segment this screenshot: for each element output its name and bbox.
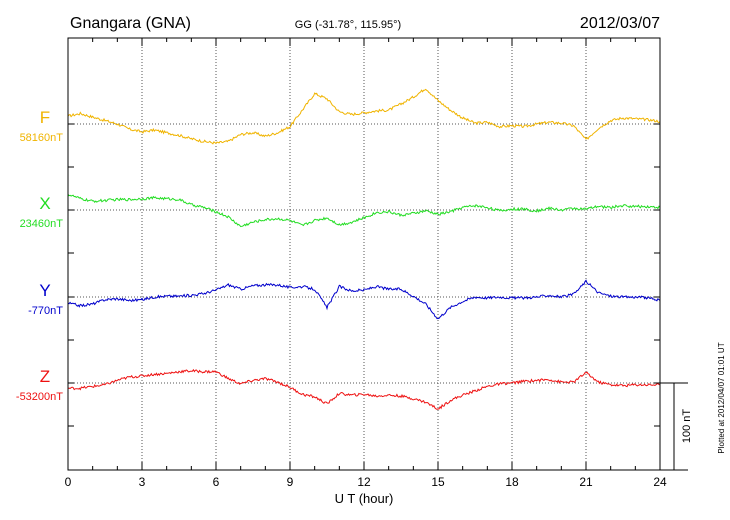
series-baseline-f: 58160nT (20, 132, 64, 144)
x-tick-label-12: 12 (357, 475, 371, 489)
x-tick-label-0: 0 (65, 475, 72, 489)
plot-frame (67, 37, 661, 471)
series-baseline-y: -770nT (28, 305, 63, 317)
grid-lines (68, 38, 660, 470)
station-title: Gnangara (GNA) (70, 15, 191, 32)
series-name-z: Z (40, 367, 50, 386)
series-line-x (67, 194, 661, 228)
station-coords: GG (-31.78°, 115.95°) (295, 19, 401, 31)
series-baseline-z: -53200nT (16, 391, 63, 403)
x-tick-label-15: 15 (431, 475, 445, 489)
plot-date: 2012/03/07 (580, 15, 660, 32)
series-line-z (67, 368, 661, 410)
series-labels: F 58160nT X 23460nT Y -770nT Z -53200nT (16, 108, 63, 403)
series-lines (67, 88, 661, 410)
scale-bar: 100 nT (660, 382, 693, 471)
series-baseline-x: 23460nT (20, 218, 64, 230)
x-tick-label-24: 24 (653, 475, 667, 489)
x-tick-label-9: 9 (287, 475, 294, 489)
scale-bar-label: 100 nT (681, 409, 693, 444)
x-tick-label-21: 21 (579, 475, 593, 489)
x-tick-label-6: 6 (213, 475, 220, 489)
x-axis-label: U T (hour) (335, 491, 394, 506)
series-name-f: F (40, 108, 50, 127)
x-tick-label-18: 18 (505, 475, 519, 489)
plotted-timestamp: Plotted at 2012/04/07 01:01 UT (717, 342, 726, 453)
series-name-y: Y (39, 281, 50, 300)
series-name-x: X (39, 194, 50, 213)
series-line-y (67, 279, 661, 320)
series-line-f (67, 88, 661, 145)
x-tick-label-3: 3 (139, 475, 146, 489)
x-axis-ticks: 0 3 6 9 12 15 18 21 24 (65, 38, 667, 489)
